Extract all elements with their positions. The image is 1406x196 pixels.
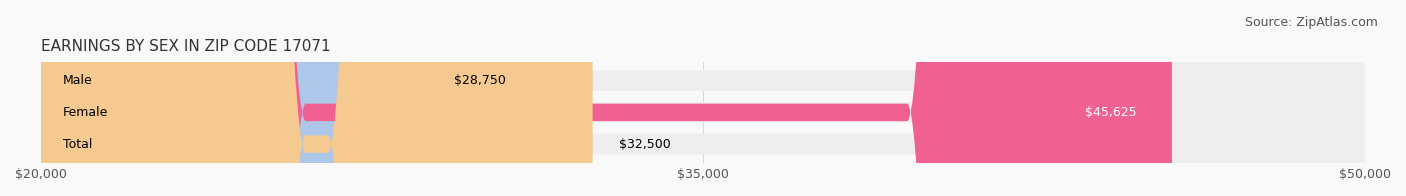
Text: $28,750: $28,750: [454, 74, 506, 87]
FancyBboxPatch shape: [41, 0, 1365, 196]
Text: Total: Total: [63, 138, 93, 151]
Text: EARNINGS BY SEX IN ZIP CODE 17071: EARNINGS BY SEX IN ZIP CODE 17071: [41, 39, 330, 54]
FancyBboxPatch shape: [41, 0, 1173, 196]
FancyBboxPatch shape: [41, 0, 427, 196]
Text: Female: Female: [63, 106, 108, 119]
FancyBboxPatch shape: [41, 0, 593, 196]
Text: Source: ZipAtlas.com: Source: ZipAtlas.com: [1244, 16, 1378, 29]
Text: $32,500: $32,500: [619, 138, 671, 151]
FancyBboxPatch shape: [41, 0, 1365, 196]
FancyBboxPatch shape: [41, 0, 1365, 196]
Text: Male: Male: [63, 74, 93, 87]
Text: $45,625: $45,625: [1085, 106, 1136, 119]
